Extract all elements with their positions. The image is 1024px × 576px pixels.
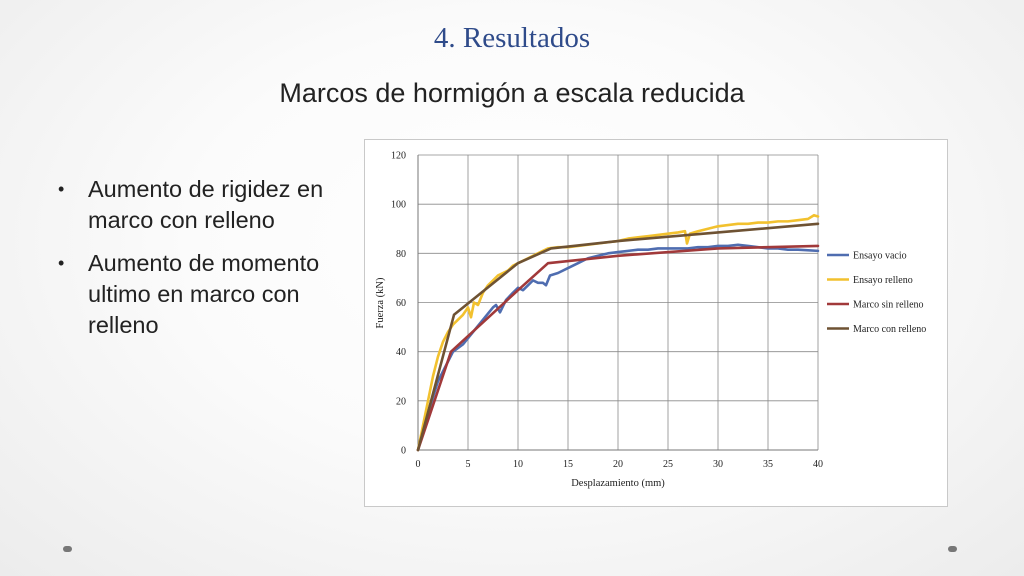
chart-legend: Ensayo vacio Ensayo relleno Marco sin rell… [827,251,926,335]
corner-dot-left [63,546,72,552]
y-tick-label: 80 [396,249,406,260]
y-tick-label: 60 [396,298,406,309]
x-tick-label: 0 [416,459,421,470]
legend-label: Ensayo relleno [853,275,913,286]
legend-label: Marco sin relleno [853,300,924,311]
bullet-item: • Aumento de momento ultimo en marco con… [58,248,328,341]
chart-series [416,213,820,452]
corner-dot-right [948,546,957,552]
x-tick-label: 40 [813,459,823,470]
x-tick-label: 10 [513,459,523,470]
y-tick-label: 20 [396,396,406,407]
slide-title: 4. Resultados [433,22,591,54]
y-tick-label: 40 [396,347,406,358]
x-tick-label: 30 [713,459,723,470]
chart-axes: Desplazamiento (mm) Fuerza (kN) 0 5 10 15 20… [375,151,823,490]
bullet-list: • Aumento de rigidez en marco con rellen… [58,174,328,353]
legend-label: Ensayo vacio [853,251,907,262]
x-tick-label: 15 [563,459,573,470]
bullet-glyph: • [58,253,65,273]
bullet-text: Aumento de rigidez en marco con relleno [88,176,324,233]
bullet-glyph: • [58,179,65,199]
series-line-1 [416,243,820,452]
x-tick-label: 5 [466,459,471,470]
x-tick-label: 25 [663,459,673,470]
bullet-text: Aumento de momento ultimo en marco con r… [88,250,320,338]
x-tick-label: 20 [613,459,623,470]
x-axis-label: Desplazamiento (mm) [571,478,665,489]
y-tick-label: 100 [391,200,406,211]
y-tick-label: 120 [391,151,406,162]
slide-subtitle: Marcos de hormigón a escala reducida [279,78,745,108]
legend-label: Marco con relleno [853,324,926,335]
bullet-item: • Aumento de rigidez en marco con rellen… [58,174,328,236]
chart-svg: Desplazamiento (mm) Fuerza (kN) 0 5 10 15 20… [375,151,926,490]
line-chart: Desplazamiento (mm) Fuerza (kN) 0 5 10 15 20… [364,139,948,507]
series-line-3 [416,244,820,452]
x-tick-label: 35 [763,459,773,470]
y-axis-label: Fuerza (kN) [375,277,386,329]
series-line-4 [416,222,820,452]
y-tick-label: 0 [401,446,406,457]
